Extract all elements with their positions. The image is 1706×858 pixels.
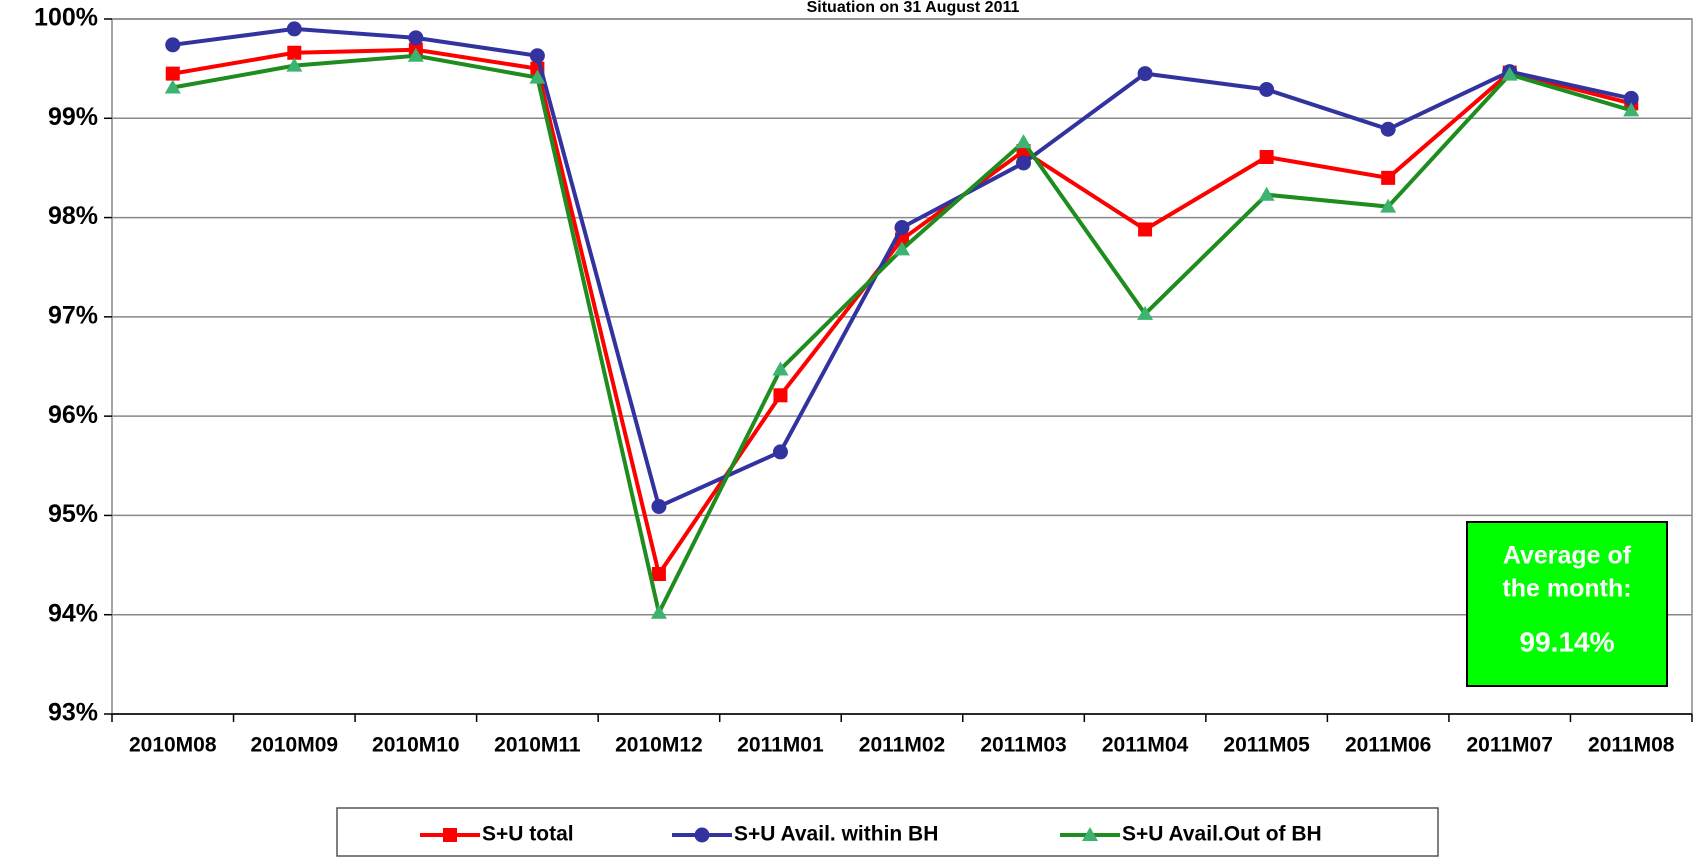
- data-point: [407, 47, 424, 62]
- data-point: [529, 69, 546, 84]
- data-point: [650, 604, 667, 619]
- series-line: [172, 53, 1632, 619]
- x-tick-label: 2010M09: [251, 734, 339, 757]
- data-point: [1380, 121, 1396, 137]
- data-point: [287, 45, 302, 60]
- data-point: [772, 444, 788, 460]
- x-tick-label: 2010M08: [129, 734, 217, 757]
- y-tick-label: 97%: [48, 301, 98, 329]
- data-point: [894, 220, 910, 235]
- plot-area: [111, 18, 1693, 715]
- data-point: [1623, 90, 1639, 106]
- x-tick-label: 2011M01: [737, 734, 824, 757]
- legend-label: S+U Avail.Out of BH: [1122, 823, 1322, 846]
- x-tick-label: 2011M07: [1466, 734, 1552, 757]
- y-tick-label: 93%: [48, 699, 98, 727]
- data-point: [1138, 222, 1153, 237]
- legend-label: S+U total: [482, 823, 574, 846]
- x-tick-label: 2010M10: [372, 734, 460, 757]
- data-point: [1259, 150, 1274, 165]
- annotation-value: 99.14%: [1520, 626, 1615, 657]
- data-point: [1259, 81, 1275, 97]
- legend-box: [336, 807, 1439, 857]
- data-point: [286, 21, 302, 37]
- data-point: [408, 30, 424, 46]
- annotation-box: [1466, 521, 1668, 687]
- data-point: [1137, 66, 1153, 82]
- chart-subtitle: Situation on 31 August 2011: [807, 0, 1020, 16]
- data-point: [1501, 66, 1518, 81]
- x-tick-label: 2010M12: [615, 734, 703, 757]
- data-point: [651, 567, 666, 582]
- data-point: [773, 388, 788, 403]
- annotation-text: the month:: [1502, 575, 1631, 603]
- x-tick-label: 2011M04: [1102, 734, 1189, 757]
- data-point: [1258, 186, 1275, 201]
- data-point: [1015, 134, 1032, 149]
- data-point: [894, 241, 910, 256]
- legend-marker: [694, 827, 710, 843]
- series-line: [172, 47, 1632, 579]
- data-point: [286, 57, 303, 72]
- y-tick-label: 95%: [48, 500, 98, 528]
- y-tick-label: 100%: [34, 4, 98, 32]
- y-tick-label: 94%: [48, 599, 98, 627]
- annotation-text: Average of: [1503, 542, 1632, 570]
- legend-marker: [1082, 827, 1098, 841]
- data-point: [1380, 198, 1397, 213]
- y-tick-label: 99%: [48, 103, 98, 131]
- y-tick-label: 98%: [48, 202, 98, 230]
- data-point: [164, 79, 181, 94]
- data-point: [772, 361, 789, 376]
- x-tick-label: 2011M05: [1223, 734, 1310, 757]
- x-tick-label: 2011M08: [1588, 734, 1675, 757]
- legend-label: S+U Avail. within BH: [734, 823, 938, 846]
- x-tick-label: 2010M11: [494, 734, 581, 757]
- data-point: [1137, 305, 1154, 320]
- data-point: [165, 37, 181, 53]
- x-tick-label: 2011M06: [1345, 734, 1431, 757]
- x-tick-label: 2011M03: [980, 734, 1066, 757]
- data-point: [165, 66, 180, 81]
- series-line: [172, 26, 1632, 510]
- data-point: [1016, 155, 1032, 171]
- data-point: [651, 498, 667, 514]
- y-tick-label: 96%: [48, 401, 98, 429]
- data-point: [1623, 102, 1640, 117]
- x-tick-label: 2011M02: [859, 734, 945, 757]
- legend-marker: [443, 828, 457, 842]
- data-point: [1381, 170, 1396, 185]
- data-point: [529, 48, 545, 64]
